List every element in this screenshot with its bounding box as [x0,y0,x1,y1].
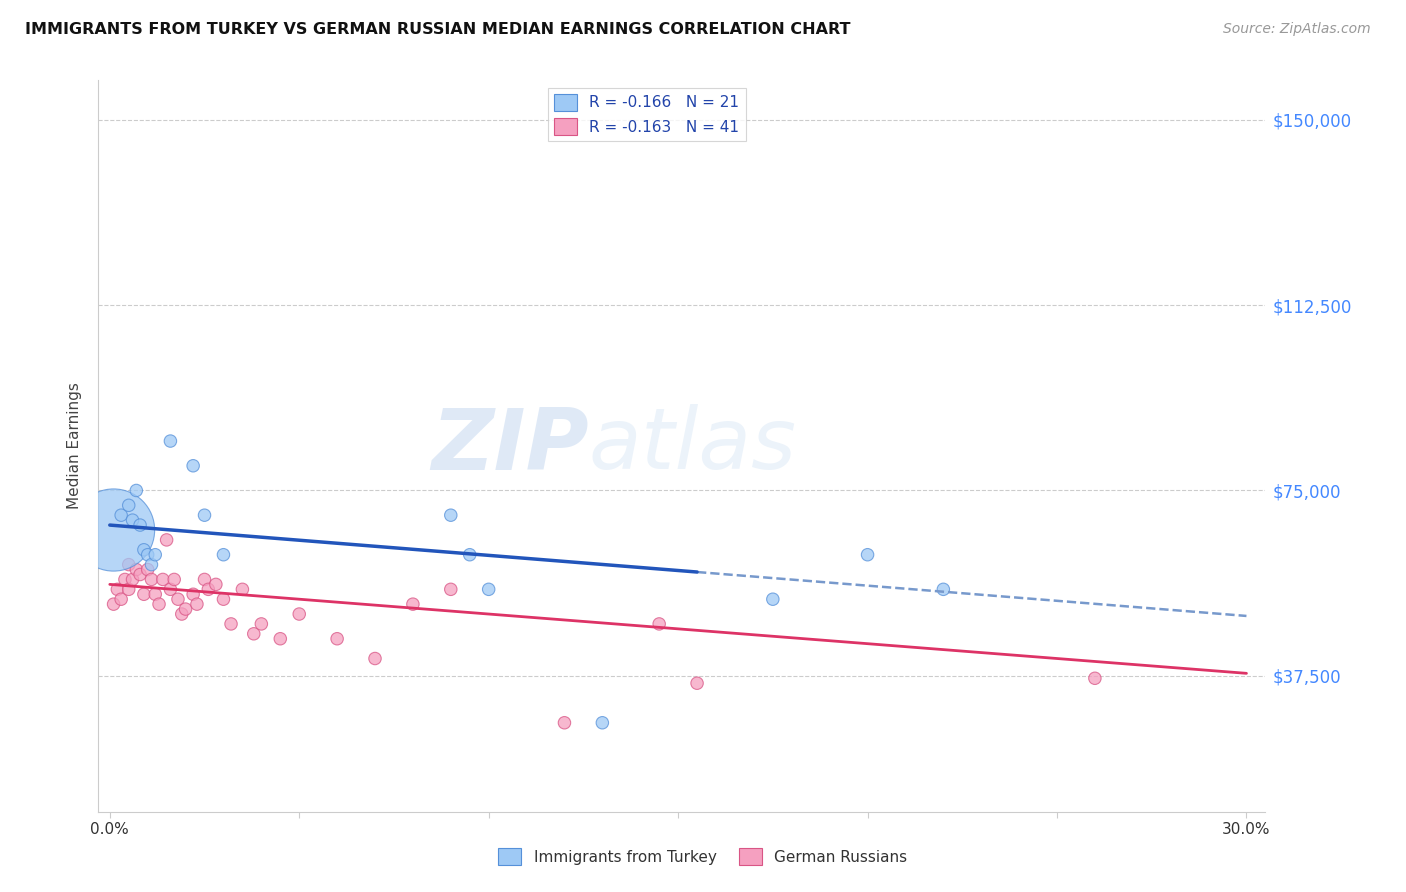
Point [118,558,141,572]
Point [181,458,204,473]
Point [186,597,208,611]
Point [121,513,143,527]
Point [163,573,186,587]
Point [250,616,273,631]
Point [110,592,132,607]
Point [440,582,463,597]
Point [364,651,387,665]
Point [114,573,136,587]
Point [478,582,501,597]
Point [269,632,291,646]
Point [121,573,143,587]
Point [458,548,481,562]
Point [148,597,170,611]
Point [932,582,955,597]
Text: ZIP: ZIP [430,404,589,488]
Point [103,597,125,611]
Point [129,567,152,582]
Point [129,518,152,533]
Point [103,523,125,537]
Point [167,592,190,607]
Y-axis label: Median Earnings: Median Earnings [67,383,83,509]
Point [159,434,181,448]
Point [159,582,181,597]
Point [231,582,253,597]
Point [402,597,425,611]
Text: atlas: atlas [589,404,797,488]
Point [105,582,128,597]
Point [193,508,215,523]
Point [118,582,141,597]
Point [288,607,311,621]
Point [212,592,235,607]
Point [132,542,155,557]
Point [132,587,155,601]
Point [197,582,219,597]
Legend: Immigrants from Turkey, German Russians: Immigrants from Turkey, German Russians [492,842,914,871]
Point [193,573,215,587]
Point [170,607,193,621]
Point [648,616,671,631]
Point [1084,671,1107,685]
Point [591,715,613,730]
Point [212,548,235,562]
Point [143,548,166,562]
Point [125,563,148,577]
Point [181,587,204,601]
Point [143,587,166,601]
Point [118,498,141,512]
Point [762,592,785,607]
Point [553,715,575,730]
Point [156,533,179,547]
Point [174,602,197,616]
Legend: R = -0.166   N = 21, R = -0.163   N = 41: R = -0.166 N = 21, R = -0.163 N = 41 [548,88,745,141]
Point [242,627,264,641]
Text: IMMIGRANTS FROM TURKEY VS GERMAN RUSSIAN MEDIAN EARNINGS CORRELATION CHART: IMMIGRANTS FROM TURKEY VS GERMAN RUSSIAN… [25,22,851,37]
Point [141,573,163,587]
Point [125,483,148,498]
Point [152,573,174,587]
Point [136,563,159,577]
Point [326,632,349,646]
Point [110,508,132,523]
Text: Source: ZipAtlas.com: Source: ZipAtlas.com [1223,22,1371,37]
Point [856,548,879,562]
Point [686,676,709,690]
Point [136,548,159,562]
Point [205,577,228,591]
Point [141,558,163,572]
Point [440,508,463,523]
Point [219,616,242,631]
